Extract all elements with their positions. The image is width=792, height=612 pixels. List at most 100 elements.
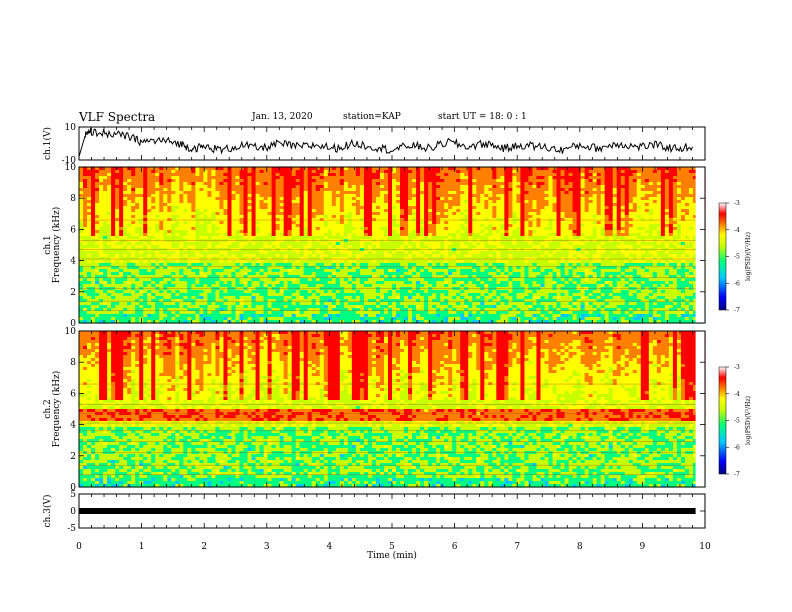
spectrogram-cell — [295, 185, 301, 189]
spectrogram-cell — [359, 179, 365, 183]
spectrogram-cell — [263, 200, 269, 204]
spectrogram-cell — [315, 233, 321, 237]
spectrogram-cell — [480, 209, 485, 213]
spectrogram-cell — [512, 167, 517, 171]
spectrogram-cell — [444, 191, 449, 195]
spectrogram-cell — [191, 182, 196, 186]
spectrogram-cell — [584, 254, 590, 258]
spectrogram-cell — [343, 245, 349, 249]
spectrogram-cell — [684, 191, 690, 195]
spectrogram-cell — [520, 209, 526, 213]
spectrogram-cell — [444, 188, 449, 192]
spectrogram-cell — [532, 200, 538, 204]
spectrogram-cell — [644, 203, 650, 207]
spectrogram-cell — [111, 221, 116, 225]
spectrogram-cell — [375, 170, 381, 174]
spectrogram-cell — [191, 206, 196, 210]
spectrogram-cell — [107, 206, 112, 210]
spectrogram-cell — [560, 197, 566, 201]
spectrogram-cell — [111, 254, 116, 258]
spectrogram-cell — [127, 203, 132, 207]
spectrogram-cell — [295, 194, 301, 198]
spectrogram-cell — [636, 236, 642, 240]
spectrogram-cell — [536, 191, 542, 195]
spectrogram-cell — [540, 191, 546, 195]
spectrogram-cell — [83, 194, 88, 198]
spectrogram-cell — [355, 200, 361, 204]
spectrogram-cell — [215, 185, 221, 189]
spectrogram-cell — [203, 239, 209, 243]
spectrogram-cell — [552, 227, 558, 231]
spectrogram-cell — [103, 179, 108, 183]
spectrogram-cell — [227, 251, 233, 255]
spectrogram-cell — [408, 206, 413, 210]
spectrogram-cell — [528, 203, 534, 207]
spectrogram-cell — [243, 182, 249, 186]
spectrogram-cell — [484, 209, 489, 213]
spectrogram-cell — [275, 215, 281, 219]
spectrogram-cell — [291, 197, 297, 201]
spectrogram-cell — [163, 194, 168, 198]
spectrogram-cell — [275, 242, 281, 246]
spectrogram-cell — [572, 185, 578, 189]
spectrogram-cell — [243, 233, 249, 237]
spectrogram-cell — [472, 242, 477, 246]
spectrogram-cell — [139, 242, 144, 246]
spectrogram-cell — [91, 203, 96, 207]
spectrogram-cell — [516, 245, 522, 249]
spectrogram-cell — [448, 233, 453, 237]
spectrogram-cell — [564, 170, 570, 174]
spectrogram-cell — [484, 194, 489, 198]
spectrogram-cell — [247, 245, 253, 249]
spectrogram-cell — [263, 224, 269, 228]
spectrogram-cell — [568, 251, 574, 255]
spectrogram-cell — [448, 209, 453, 213]
spectrogram-cell — [131, 167, 136, 171]
spectrogram-cell — [576, 254, 582, 258]
spectrogram-cell — [428, 230, 433, 234]
spectrogram-cell — [472, 185, 477, 189]
spectrogram-cell — [672, 230, 678, 234]
spectrogram-cell — [279, 176, 285, 180]
spectrogram-cell — [371, 176, 377, 180]
spectrogram-cell — [536, 233, 542, 237]
spectrogram-cell — [127, 170, 132, 174]
spectrogram-cell — [392, 203, 397, 207]
spectrogram-cell — [247, 197, 253, 201]
spectrogram-cell — [99, 200, 104, 204]
spectrogram-cell — [383, 242, 389, 246]
spectrogram-cell — [692, 215, 698, 219]
spectrogram-cell — [219, 176, 225, 180]
spectrogram-cell — [107, 233, 112, 237]
spectrogram-cell — [271, 209, 277, 213]
spectrogram-cell — [299, 233, 305, 237]
spectrogram-cell — [556, 176, 562, 180]
spectrogram-cell — [468, 236, 473, 240]
spectrogram-cell — [424, 206, 429, 210]
spectrogram-cell — [199, 254, 204, 258]
spectrogram-cell — [387, 167, 393, 171]
spectrogram-cell — [179, 212, 184, 216]
spectrogram-cell — [171, 191, 176, 195]
spectrogram-cell — [119, 176, 124, 180]
spectrogram-cell — [315, 182, 321, 186]
spectrogram-cell — [171, 176, 176, 180]
spectrogram-cell — [87, 212, 92, 216]
spectrogram-cell — [339, 176, 345, 180]
spectrogram-cell — [219, 182, 225, 186]
spectrogram-cell — [287, 173, 293, 177]
spectrogram-cell — [400, 242, 405, 246]
spectrogram-cell — [472, 227, 477, 231]
spectrogram-cell — [255, 194, 261, 198]
spectrogram-cell — [560, 242, 566, 246]
spectrogram-cell — [215, 224, 221, 228]
spectrogram-cell — [532, 197, 538, 201]
spectrogram-cell — [496, 212, 501, 216]
spectrogram-cell — [600, 176, 606, 180]
spectrogram-cell — [436, 209, 441, 213]
spectrogram-cell — [87, 200, 92, 204]
spectrogram-cell — [440, 233, 445, 237]
spectrogram-cell — [476, 221, 481, 225]
spectrogram-cell — [644, 236, 650, 240]
spectrogram-cell — [291, 191, 297, 195]
